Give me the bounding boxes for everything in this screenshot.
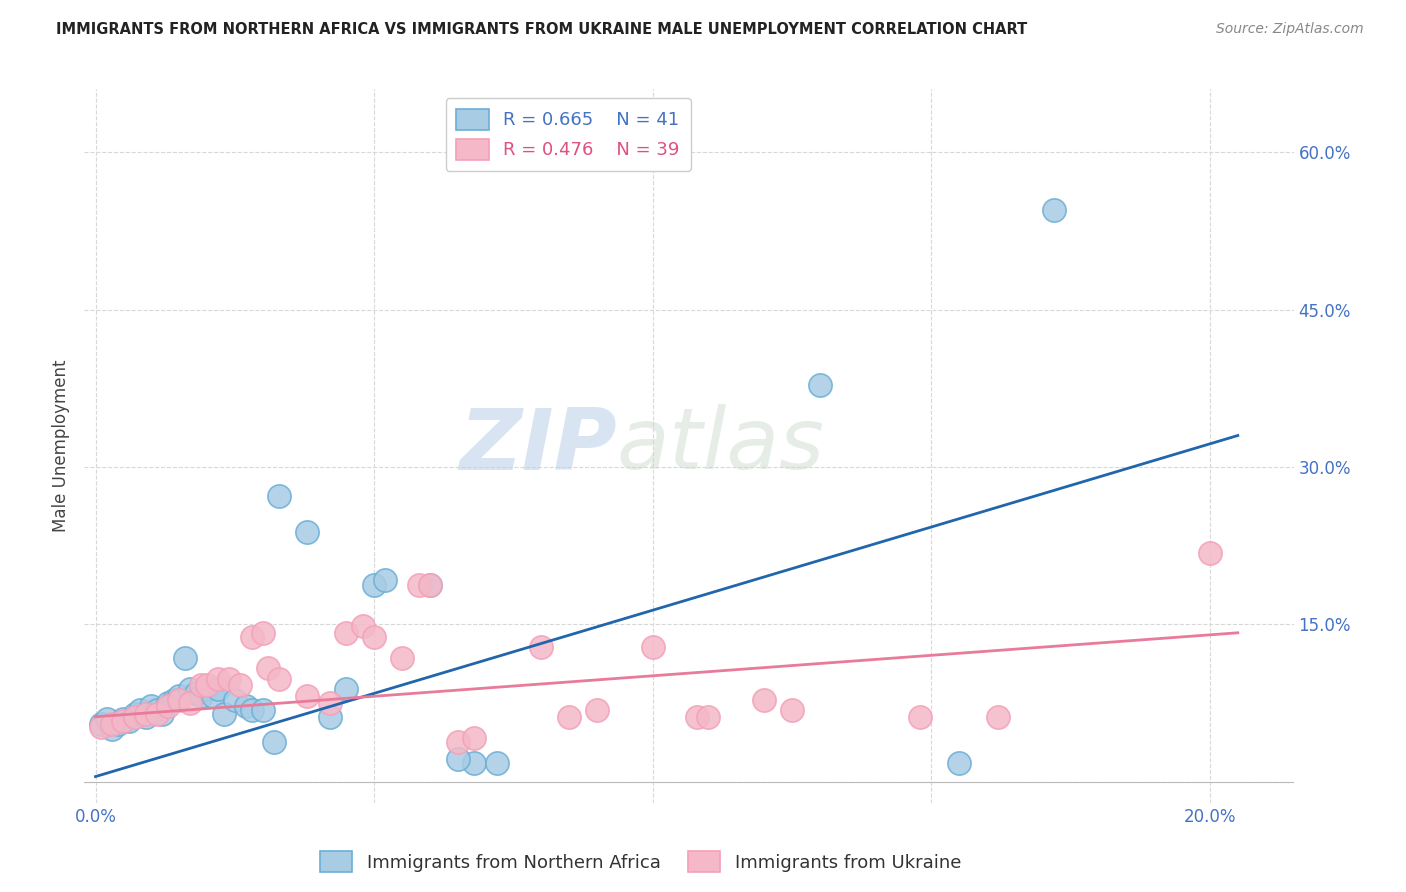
Point <box>352 619 374 633</box>
Point <box>107 717 129 731</box>
Point <box>173 651 195 665</box>
Point <box>229 678 252 692</box>
Point <box>129 703 152 717</box>
Point <box>235 699 257 714</box>
Point <box>363 630 385 644</box>
Point <box>167 689 190 703</box>
Text: IMMIGRANTS FROM NORTHERN AFRICA VS IMMIGRANTS FROM UKRAINE MALE UNEMPLOYMENT COR: IMMIGRANTS FROM NORTHERN AFRICA VS IMMIG… <box>56 22 1028 37</box>
Point <box>808 378 831 392</box>
Point <box>697 710 720 724</box>
Point <box>297 689 319 703</box>
Point <box>948 756 970 770</box>
Point <box>112 714 135 728</box>
Point <box>641 640 664 655</box>
Point <box>530 640 553 655</box>
Point <box>240 703 263 717</box>
Point <box>463 731 485 745</box>
Point <box>190 689 212 703</box>
Point <box>447 735 470 749</box>
Y-axis label: Male Unemployment: Male Unemployment <box>52 359 70 533</box>
Point <box>162 693 184 707</box>
Point <box>686 710 709 724</box>
Point <box>780 703 803 717</box>
Point <box>167 693 190 707</box>
Point <box>218 672 240 686</box>
Point <box>240 630 263 644</box>
Point <box>374 574 396 588</box>
Point <box>135 710 157 724</box>
Point <box>207 672 229 686</box>
Point <box>269 672 291 686</box>
Point <box>318 696 340 710</box>
Point <box>318 710 340 724</box>
Legend: Immigrants from Northern Africa, Immigrants from Ukraine: Immigrants from Northern Africa, Immigra… <box>312 844 969 880</box>
Point <box>1043 202 1066 217</box>
Point <box>118 714 141 728</box>
Point <box>156 699 179 714</box>
Point <box>463 756 485 770</box>
Point <box>135 706 157 721</box>
Point <box>101 717 124 731</box>
Point <box>146 703 169 717</box>
Point <box>190 678 212 692</box>
Text: atlas: atlas <box>616 404 824 488</box>
Point <box>335 625 357 640</box>
Point <box>408 577 430 591</box>
Point <box>485 756 508 770</box>
Point <box>586 703 609 717</box>
Point <box>156 696 179 710</box>
Point <box>297 524 319 539</box>
Point <box>179 682 201 697</box>
Point <box>195 678 218 692</box>
Point <box>207 682 229 697</box>
Point <box>90 720 112 734</box>
Point <box>1199 546 1222 560</box>
Point <box>419 577 441 591</box>
Point <box>101 723 124 737</box>
Point <box>419 577 441 591</box>
Text: Source: ZipAtlas.com: Source: ZipAtlas.com <box>1216 22 1364 37</box>
Point <box>363 577 385 591</box>
Text: ZIP: ZIP <box>458 404 616 488</box>
Point <box>112 712 135 726</box>
Point <box>150 706 173 721</box>
Point <box>124 706 146 721</box>
Point <box>252 703 274 717</box>
Point <box>335 682 357 697</box>
Point <box>263 735 285 749</box>
Point <box>447 752 470 766</box>
Point <box>184 685 207 699</box>
Point <box>391 651 413 665</box>
Point <box>269 489 291 503</box>
Point <box>754 693 776 707</box>
Point <box>124 710 146 724</box>
Point <box>908 710 931 724</box>
Point <box>90 717 112 731</box>
Point <box>987 710 1010 724</box>
Point <box>201 689 224 703</box>
Point <box>558 710 581 724</box>
Point <box>195 682 218 697</box>
Point <box>252 625 274 640</box>
Point <box>257 661 280 675</box>
Point <box>224 693 246 707</box>
Point <box>141 699 163 714</box>
Point <box>96 712 118 726</box>
Point <box>146 706 169 721</box>
Point <box>212 706 235 721</box>
Point <box>179 696 201 710</box>
